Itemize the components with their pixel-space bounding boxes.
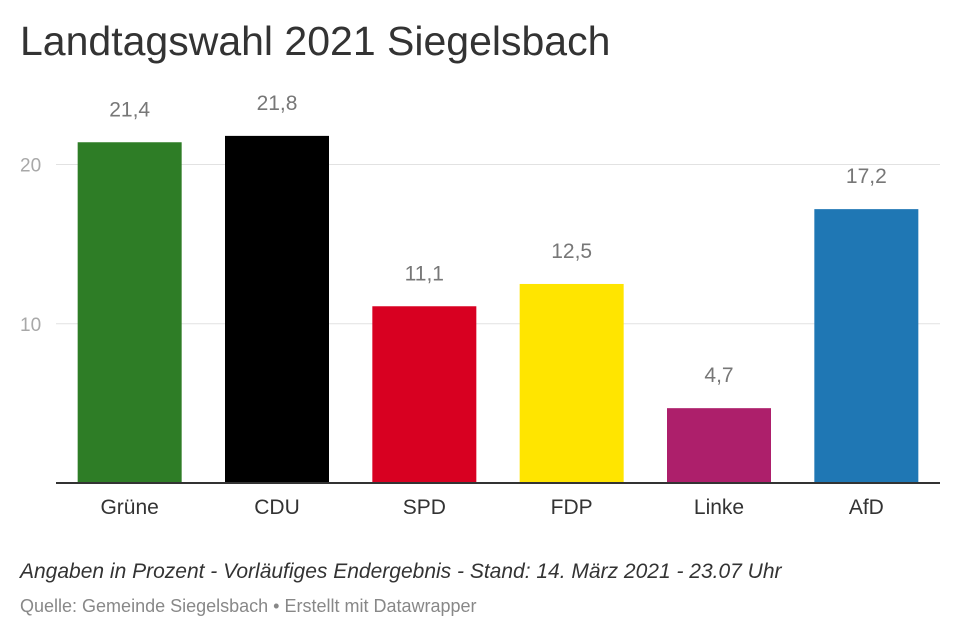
data-label: 21,8 [257,92,298,115]
bar-cdu [225,135,329,483]
category-label: Linke [694,496,744,519]
data-label: 4,7 [704,364,733,387]
bar-afd [814,209,919,483]
category-label: CDU [254,496,300,519]
category-label: FDP [551,496,593,519]
category-label: Grüne [100,496,158,519]
data-label: 11,1 [405,262,444,285]
chart-title: Landtagswahl 2021 Siegelsbach [20,18,611,64]
data-label: 12,5 [551,240,592,263]
bars [77,135,919,483]
y-tick-label: 20 [20,156,41,177]
data-label: 21,4 [109,98,150,121]
source-name: Gemeinde Siegelsbach [82,596,269,616]
bar-fdp [519,283,624,483]
created-with: Erstellt mit Datawrapper [284,596,477,616]
source-prefix: Quelle: [20,596,83,616]
category-label: SPD [403,496,446,519]
data-labels: 21,4 21,8 11,1 12,5 4,7 17,2 [109,92,887,387]
bar-linke [667,408,771,483]
y-tick-label: 10 [20,315,41,336]
bar-spd [372,306,477,483]
bar-grüne [77,142,182,483]
source-separator: • [268,596,285,616]
gridlines: 10 20 [20,156,940,336]
data-label: 17,2 [846,165,887,188]
category-label: AfD [849,496,884,519]
category-labels: Grüne CDU SPD FDP Linke AfD [100,496,883,519]
chart-note: Angaben in Prozent - Vorläufiges Enderge… [20,560,782,583]
chart-source: Quelle: Gemeinde Siegelsbach • Erstellt … [20,596,477,617]
